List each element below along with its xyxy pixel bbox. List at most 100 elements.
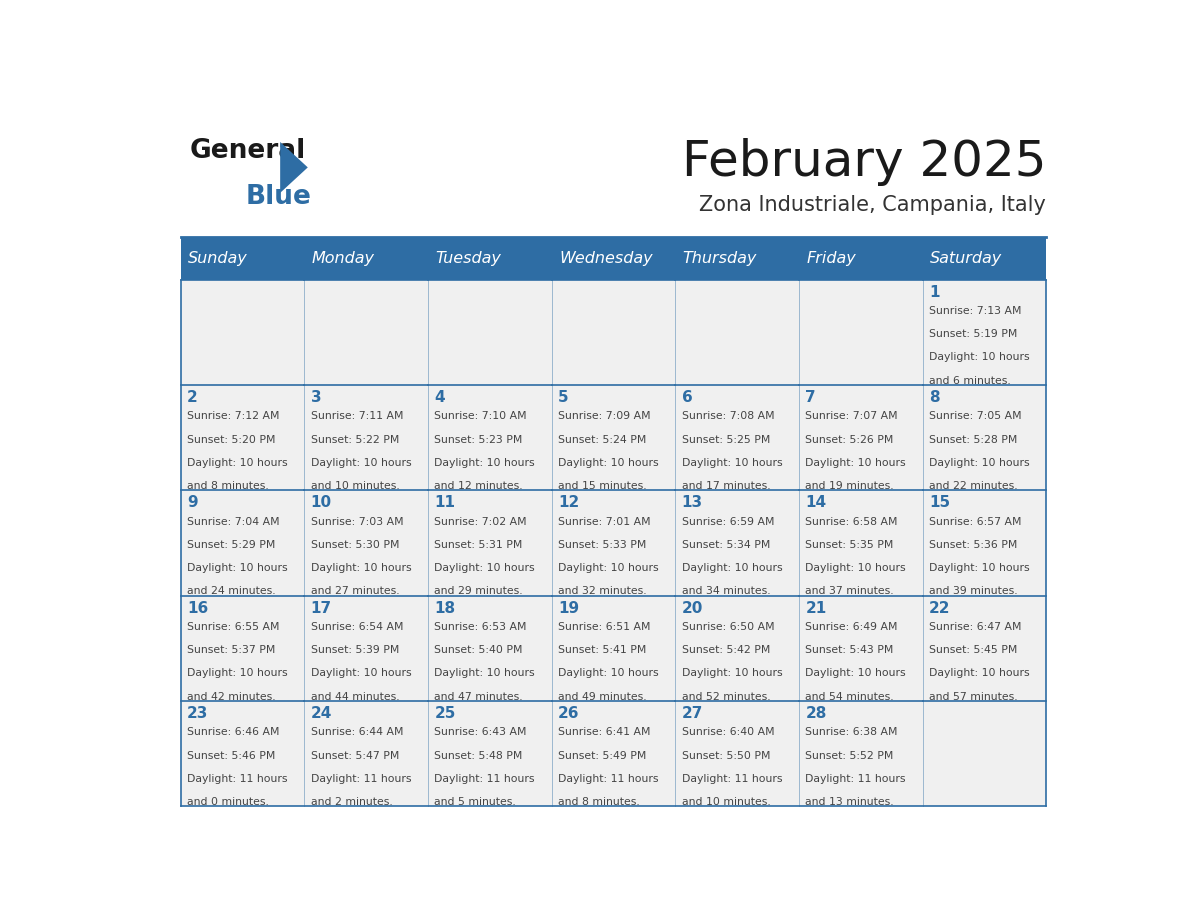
- Text: Sunrise: 7:05 AM: Sunrise: 7:05 AM: [929, 411, 1022, 421]
- Text: General: General: [190, 139, 307, 164]
- Text: Sunrise: 6:54 AM: Sunrise: 6:54 AM: [311, 622, 403, 633]
- Text: Sunset: 5:50 PM: Sunset: 5:50 PM: [682, 751, 770, 761]
- Text: Daylight: 10 hours: Daylight: 10 hours: [311, 458, 411, 468]
- Text: Sunrise: 6:41 AM: Sunrise: 6:41 AM: [558, 727, 651, 737]
- Text: Sunset: 5:22 PM: Sunset: 5:22 PM: [311, 434, 399, 444]
- Text: and 10 minutes.: and 10 minutes.: [682, 797, 771, 807]
- Bar: [428, 596, 551, 701]
- Bar: [798, 490, 923, 596]
- Text: Sunset: 5:26 PM: Sunset: 5:26 PM: [805, 434, 893, 444]
- Text: and 52 minutes.: and 52 minutes.: [682, 691, 770, 701]
- Bar: [304, 490, 428, 596]
- Text: and 49 minutes.: and 49 minutes.: [558, 691, 646, 701]
- Text: Sunrise: 7:04 AM: Sunrise: 7:04 AM: [188, 517, 280, 527]
- Text: Sunrise: 6:53 AM: Sunrise: 6:53 AM: [435, 622, 527, 633]
- Text: and 47 minutes.: and 47 minutes.: [435, 691, 523, 701]
- Text: Daylight: 10 hours: Daylight: 10 hours: [188, 668, 287, 678]
- Text: Sunrise: 7:12 AM: Sunrise: 7:12 AM: [188, 411, 279, 421]
- Text: 14: 14: [805, 496, 827, 510]
- Text: and 27 minutes.: and 27 minutes.: [311, 587, 399, 597]
- Text: Friday: Friday: [807, 252, 857, 266]
- Bar: [551, 386, 675, 490]
- Text: Daylight: 10 hours: Daylight: 10 hours: [311, 668, 411, 678]
- Text: and 42 minutes.: and 42 minutes.: [188, 691, 276, 701]
- Bar: [798, 701, 923, 806]
- Text: Daylight: 10 hours: Daylight: 10 hours: [805, 563, 906, 573]
- Text: and 24 minutes.: and 24 minutes.: [188, 587, 276, 597]
- Text: Sunrise: 6:44 AM: Sunrise: 6:44 AM: [311, 727, 403, 737]
- Text: Sunset: 5:31 PM: Sunset: 5:31 PM: [435, 540, 523, 550]
- Text: Sunset: 5:37 PM: Sunset: 5:37 PM: [188, 645, 276, 655]
- Text: Zona Industriale, Campania, Italy: Zona Industriale, Campania, Italy: [700, 195, 1047, 215]
- Bar: [675, 386, 798, 490]
- Text: Sunrise: 7:02 AM: Sunrise: 7:02 AM: [435, 517, 527, 527]
- Text: 2: 2: [188, 390, 198, 405]
- Text: Sunrise: 7:08 AM: Sunrise: 7:08 AM: [682, 411, 775, 421]
- Text: 22: 22: [929, 600, 950, 616]
- Bar: [923, 280, 1047, 386]
- Bar: [923, 596, 1047, 701]
- Polygon shape: [280, 142, 308, 193]
- Text: Sunset: 5:23 PM: Sunset: 5:23 PM: [435, 434, 523, 444]
- Text: Daylight: 10 hours: Daylight: 10 hours: [682, 668, 783, 678]
- Text: Sunset: 5:20 PM: Sunset: 5:20 PM: [188, 434, 276, 444]
- Text: Sunrise: 7:01 AM: Sunrise: 7:01 AM: [558, 517, 651, 527]
- Text: Sunrise: 6:43 AM: Sunrise: 6:43 AM: [435, 727, 527, 737]
- Text: 17: 17: [311, 600, 331, 616]
- Text: and 39 minutes.: and 39 minutes.: [929, 587, 1018, 597]
- Text: Daylight: 10 hours: Daylight: 10 hours: [929, 353, 1030, 363]
- Text: Sunset: 5:24 PM: Sunset: 5:24 PM: [558, 434, 646, 444]
- Text: Sunset: 5:34 PM: Sunset: 5:34 PM: [682, 540, 770, 550]
- Bar: [181, 701, 304, 806]
- Text: and 8 minutes.: and 8 minutes.: [188, 481, 268, 491]
- Text: and 17 minutes.: and 17 minutes.: [682, 481, 770, 491]
- Text: Daylight: 11 hours: Daylight: 11 hours: [188, 774, 287, 784]
- Text: Sunrise: 6:40 AM: Sunrise: 6:40 AM: [682, 727, 775, 737]
- Text: 19: 19: [558, 600, 580, 616]
- Text: 1: 1: [929, 285, 940, 300]
- Text: and 0 minutes.: and 0 minutes.: [188, 797, 268, 807]
- Text: Daylight: 10 hours: Daylight: 10 hours: [435, 668, 535, 678]
- Text: Sunset: 5:40 PM: Sunset: 5:40 PM: [435, 645, 523, 655]
- Bar: [181, 238, 1047, 280]
- Text: 25: 25: [435, 706, 456, 721]
- Text: 9: 9: [188, 496, 197, 510]
- Text: Sunset: 5:33 PM: Sunset: 5:33 PM: [558, 540, 646, 550]
- Text: 10: 10: [311, 496, 331, 510]
- Text: Sunrise: 6:57 AM: Sunrise: 6:57 AM: [929, 517, 1022, 527]
- Text: 11: 11: [435, 496, 455, 510]
- Text: Monday: Monday: [311, 252, 374, 266]
- Text: Sunset: 5:42 PM: Sunset: 5:42 PM: [682, 645, 770, 655]
- Text: 6: 6: [682, 390, 693, 405]
- Text: Sunset: 5:35 PM: Sunset: 5:35 PM: [805, 540, 893, 550]
- Bar: [181, 386, 304, 490]
- Text: Sunrise: 6:55 AM: Sunrise: 6:55 AM: [188, 622, 279, 633]
- Text: 24: 24: [311, 706, 333, 721]
- Text: Daylight: 11 hours: Daylight: 11 hours: [682, 774, 782, 784]
- Text: Daylight: 11 hours: Daylight: 11 hours: [311, 774, 411, 784]
- Text: Sunrise: 6:38 AM: Sunrise: 6:38 AM: [805, 727, 898, 737]
- Text: Wednesday: Wednesday: [560, 252, 652, 266]
- Bar: [181, 280, 304, 386]
- Text: 21: 21: [805, 600, 827, 616]
- Text: Sunset: 5:30 PM: Sunset: 5:30 PM: [311, 540, 399, 550]
- Text: Sunset: 5:48 PM: Sunset: 5:48 PM: [435, 751, 523, 761]
- Text: and 57 minutes.: and 57 minutes.: [929, 691, 1018, 701]
- Bar: [551, 701, 675, 806]
- Text: and 10 minutes.: and 10 minutes.: [311, 481, 399, 491]
- Text: 16: 16: [188, 600, 208, 616]
- Text: Daylight: 10 hours: Daylight: 10 hours: [558, 458, 658, 468]
- Text: and 8 minutes.: and 8 minutes.: [558, 797, 640, 807]
- Text: Saturday: Saturday: [930, 252, 1003, 266]
- Text: Sunset: 5:25 PM: Sunset: 5:25 PM: [682, 434, 770, 444]
- Text: 27: 27: [682, 706, 703, 721]
- Text: Sunrise: 7:07 AM: Sunrise: 7:07 AM: [805, 411, 898, 421]
- Text: Daylight: 10 hours: Daylight: 10 hours: [929, 563, 1030, 573]
- Text: and 15 minutes.: and 15 minutes.: [558, 481, 646, 491]
- Text: Sunset: 5:46 PM: Sunset: 5:46 PM: [188, 751, 276, 761]
- Text: and 6 minutes.: and 6 minutes.: [929, 375, 1011, 386]
- Text: Sunset: 5:28 PM: Sunset: 5:28 PM: [929, 434, 1017, 444]
- Text: Sunset: 5:47 PM: Sunset: 5:47 PM: [311, 751, 399, 761]
- Text: and 34 minutes.: and 34 minutes.: [682, 587, 770, 597]
- Text: Sunset: 5:43 PM: Sunset: 5:43 PM: [805, 645, 893, 655]
